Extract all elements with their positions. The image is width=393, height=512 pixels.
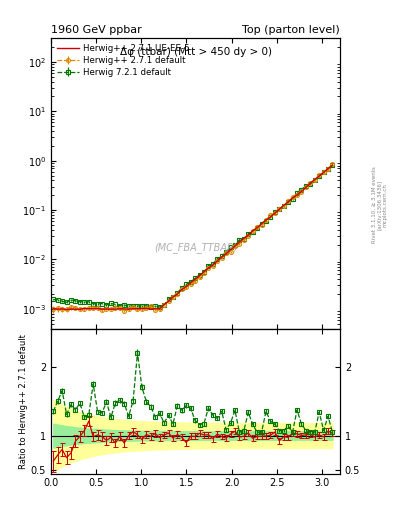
Text: Rivet 3.1.10, ≥ 3.1M events: Rivet 3.1.10, ≥ 3.1M events xyxy=(372,166,376,243)
Legend: Herwig++ 2.7.1 UE-EE-5, Herwig++ 2.7.1 default, Herwig 7.2.1 default: Herwig++ 2.7.1 UE-EE-5, Herwig++ 2.7.1 d… xyxy=(55,42,191,78)
Herwig++ 2.7.1 UE-EE-5 xyxy=(233,243,237,249)
Text: mcplots.cern.ch: mcplots.cern.ch xyxy=(383,183,387,227)
Text: Top (parton level): Top (parton level) xyxy=(242,25,340,35)
Herwig++ 2.7.1 UE-EE-5 xyxy=(237,239,242,245)
Text: [arXiv:1306.3436]: [arXiv:1306.3436] xyxy=(377,180,382,230)
Herwig++ 2.7.1 UE-EE-5 xyxy=(64,307,69,313)
Herwig++ 2.7.1 UE-EE-5 xyxy=(91,306,95,312)
Text: (MC_FBA_TTBAR): (MC_FBA_TTBAR) xyxy=(154,242,237,253)
Line: Herwig++ 2.7.1 UE-EE-5: Herwig++ 2.7.1 UE-EE-5 xyxy=(53,165,332,310)
Herwig++ 2.7.1 UE-EE-5 xyxy=(330,162,335,168)
Y-axis label: Ratio to Herwig++ 2.7.1 default: Ratio to Herwig++ 2.7.1 default xyxy=(19,334,28,468)
Herwig++ 2.7.1 UE-EE-5 xyxy=(193,276,197,282)
Herwig++ 2.7.1 UE-EE-5 xyxy=(211,262,215,268)
Text: Δφ (ttbar) (Mtt > 450 dy > 0): Δφ (ttbar) (Mtt > 450 dy > 0) xyxy=(119,47,272,57)
Herwig++ 2.7.1 UE-EE-5 xyxy=(51,306,56,312)
Herwig++ 2.7.1 UE-EE-5 xyxy=(171,294,175,300)
Text: 1960 GeV ppbar: 1960 GeV ppbar xyxy=(51,25,142,35)
